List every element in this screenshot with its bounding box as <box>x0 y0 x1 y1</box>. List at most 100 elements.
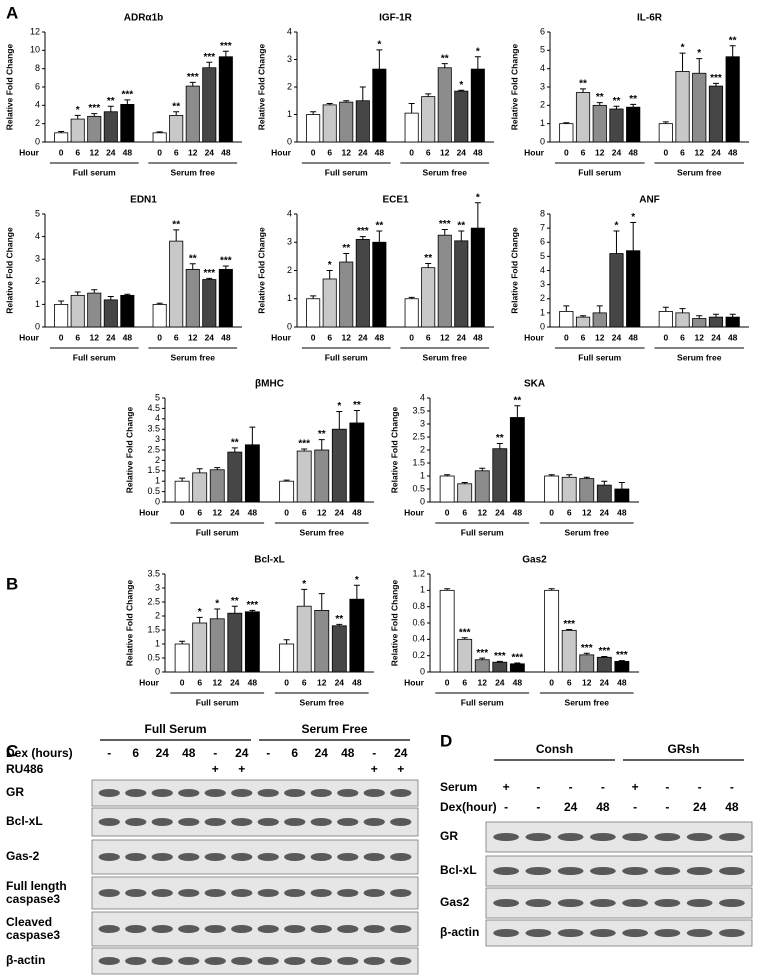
error-bar <box>74 114 81 120</box>
lane-label: 24 <box>315 746 329 760</box>
significance-label: ** <box>172 101 180 112</box>
bar <box>174 643 190 673</box>
lane-label: - <box>536 780 540 794</box>
blot-band <box>151 789 173 797</box>
blot-group-label: Consh <box>536 742 573 756</box>
x-tick-label: 0 <box>663 147 668 157</box>
group-label: Serum free <box>171 167 216 177</box>
blot-band <box>363 818 385 826</box>
treatment-label: Dex (hours) <box>6 746 73 760</box>
x-tick-label: 0 <box>445 677 450 687</box>
blot-band <box>589 929 616 937</box>
x-tick-label: 6 <box>197 507 202 517</box>
y-tick-label: 7 <box>540 223 545 233</box>
blot-band <box>363 789 385 797</box>
blot-band <box>310 818 332 826</box>
y-axis-label: Relative Fold Change <box>4 227 14 314</box>
blot-band <box>151 818 173 826</box>
y-tick-label: 5 <box>155 392 160 402</box>
error-bar <box>214 608 221 619</box>
significance-label: ** <box>579 78 587 89</box>
chart-title: SKA <box>524 379 545 390</box>
blot-band <box>151 925 173 933</box>
blot-band <box>178 889 200 897</box>
error-bar <box>425 93 432 97</box>
x-tick-label: 12 <box>317 507 327 517</box>
bar <box>404 298 419 328</box>
x-tick-label: 48 <box>123 332 133 342</box>
error-bar <box>124 99 131 105</box>
blot-band <box>98 925 120 933</box>
blot-band <box>204 818 226 826</box>
y-tick-label: 2 <box>155 610 160 620</box>
significance-label: *** <box>203 52 215 63</box>
blot-band <box>125 818 147 826</box>
x-axis-label: Hour <box>19 147 40 157</box>
significance-label: *** <box>459 627 471 638</box>
blot-band <box>337 957 359 965</box>
x-tick-label: 0 <box>409 147 414 157</box>
bar <box>561 476 577 503</box>
y-axis-label: Relative Fold Change <box>4 44 14 131</box>
x-tick-label: 48 <box>728 332 738 342</box>
blot-band <box>257 789 279 797</box>
blot-band <box>337 889 359 897</box>
bar <box>559 311 574 328</box>
blot-band <box>589 899 616 907</box>
x-tick-label: 6 <box>75 147 80 157</box>
error-bar <box>712 313 719 318</box>
x-tick-label: 0 <box>59 147 64 157</box>
blot-band <box>151 889 173 897</box>
lane-label: - <box>698 780 702 794</box>
y-tick-label: 1 <box>155 476 160 486</box>
x-tick-label: 12 <box>317 677 327 687</box>
significance-label: *** <box>357 226 369 237</box>
x-tick-label: 24 <box>600 507 610 517</box>
x-tick-label: 48 <box>352 507 362 517</box>
bar <box>279 480 295 503</box>
y-tick-label: 2 <box>420 444 425 454</box>
group-label: Full serum <box>73 352 116 362</box>
bar <box>355 239 370 328</box>
bar <box>227 612 243 673</box>
y-axis-label: Relative Fold Change <box>509 227 519 314</box>
y-tick-label: 6 <box>540 237 545 247</box>
error-bar <box>376 49 383 70</box>
bar <box>209 469 225 503</box>
blot-band <box>525 929 552 937</box>
y-tick-label: 5 <box>540 45 545 55</box>
x-tick-label: 48 <box>221 147 231 157</box>
y-tick-label: 1 <box>35 299 40 309</box>
bar <box>492 661 508 673</box>
y-tick-label: 2.5 <box>412 431 425 441</box>
blot-band <box>231 853 253 861</box>
blot-band <box>151 853 173 861</box>
significance-label: *** <box>88 103 100 114</box>
blot-band <box>654 867 681 875</box>
y-tick-label: 2 <box>540 100 545 110</box>
lane-label: + <box>238 762 245 776</box>
blot-band <box>718 833 745 841</box>
lane-label: - <box>504 800 508 814</box>
significance-label: * <box>697 48 701 59</box>
x-tick-label: 12 <box>440 147 450 157</box>
bar <box>439 589 455 673</box>
error-bar <box>496 443 503 449</box>
group-label: Serum free <box>171 352 216 362</box>
blot-band <box>363 957 385 965</box>
y-tick-label: 1 <box>420 470 425 480</box>
bar <box>227 451 243 503</box>
x-tick-label: 24 <box>358 332 368 342</box>
error-bar <box>630 103 637 108</box>
y-tick-label: 1.5 <box>412 457 425 467</box>
error-bar <box>173 229 180 242</box>
y-tick-label: 1 <box>540 307 545 317</box>
significance-label: *** <box>187 72 199 83</box>
x-tick-label: 24 <box>457 147 467 157</box>
group-label: Full serum <box>196 697 239 707</box>
y-tick-label: 0.5 <box>147 652 160 662</box>
significance-label: ** <box>596 92 604 103</box>
significance-label: *** <box>247 600 259 611</box>
significance-label: ** <box>189 253 197 264</box>
y-tick-label: 6 <box>35 81 40 91</box>
